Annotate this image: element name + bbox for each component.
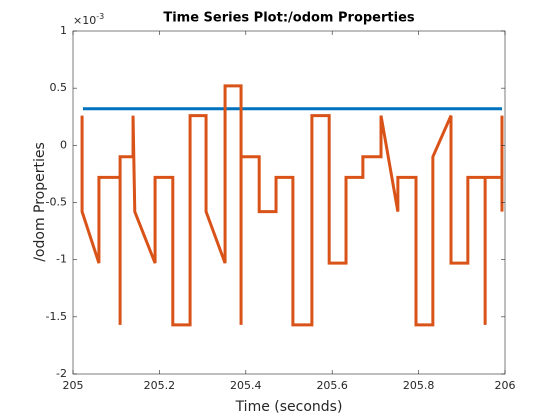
y-tick-label: 0.5 — [50, 81, 68, 94]
y-tick-label: -1 — [56, 253, 67, 266]
x-tick-label: 205 — [63, 379, 84, 392]
x-tick-label: 205.2 — [144, 379, 176, 392]
y-tick-label: -1.5 — [46, 310, 67, 323]
y-scale-exponent: -3 — [96, 12, 104, 21]
y-axis-label: /odom Properties — [32, 142, 48, 262]
series-line — [80, 84, 504, 327]
y-scale-base: ×10 — [73, 14, 96, 27]
y-tick-label: -0.5 — [46, 196, 67, 209]
plot-area — [80, 84, 504, 327]
y-tick-label: 0 — [60, 138, 67, 151]
x-tick-label: 206 — [495, 379, 516, 392]
x-axis-label: Time (seconds) — [235, 399, 343, 415]
y-tick-label: 1 — [60, 24, 67, 37]
y-tick-label: -2 — [56, 367, 67, 380]
y-scale-label: ×10-3 — [73, 12, 104, 28]
x-tick-label: 205.8 — [403, 379, 435, 392]
axes-background — [73, 31, 505, 374]
x-tick-label: 205.6 — [316, 379, 348, 392]
x-tick-label: 205.4 — [230, 379, 262, 392]
chart-title: Time Series Plot:/odom Properties — [163, 11, 415, 26]
